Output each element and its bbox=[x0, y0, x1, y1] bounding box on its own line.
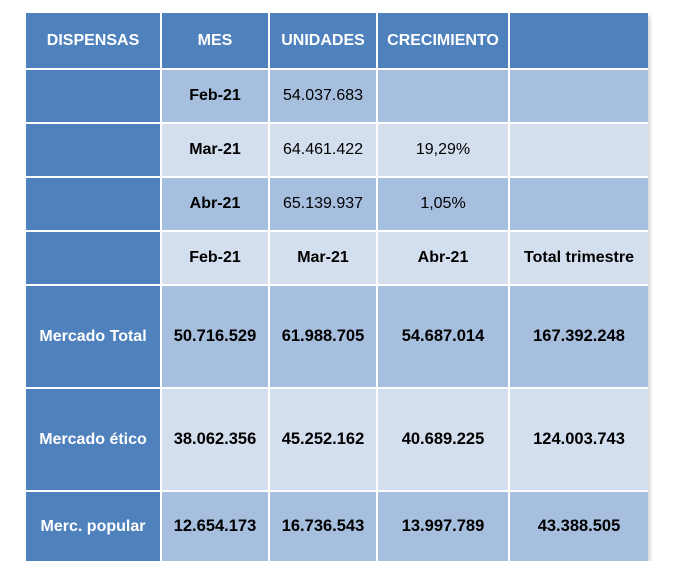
cell-value: 54.687.014 bbox=[378, 286, 508, 387]
cell-value: 61.988.705 bbox=[270, 286, 376, 387]
cell-unidades: 65.139.937 bbox=[270, 178, 376, 230]
cell-unidades: 54.037.683 bbox=[270, 70, 376, 122]
cell-crecimiento: 1,05% bbox=[378, 178, 508, 230]
row-label-empty bbox=[26, 70, 160, 122]
cell-mes: Abr-21 bbox=[162, 178, 268, 230]
cell-empty bbox=[510, 70, 648, 122]
header-crecimiento: CRECIMIENTO bbox=[378, 13, 508, 68]
cell-empty bbox=[510, 178, 648, 230]
header-empty bbox=[510, 13, 648, 68]
row-label-mercado-etico: Mercado ético bbox=[26, 389, 160, 490]
cell-value: 50.716.529 bbox=[162, 286, 268, 387]
row-label-empty bbox=[26, 232, 160, 284]
row-label-merc-popular: Merc. popular bbox=[26, 492, 160, 561]
summary-header-mar: Mar-21 bbox=[270, 232, 376, 284]
cell-crecimiento: 19,29% bbox=[378, 124, 508, 176]
summary-header-abr: Abr-21 bbox=[378, 232, 508, 284]
cell-total: 124.003.743 bbox=[510, 389, 648, 490]
cell-mes: Mar-21 bbox=[162, 124, 268, 176]
cell-value: 13.997.789 bbox=[378, 492, 508, 561]
cell-empty bbox=[510, 124, 648, 176]
cell-value: 40.689.225 bbox=[378, 389, 508, 490]
cell-crecimiento bbox=[378, 70, 508, 122]
header-mes: MES bbox=[162, 13, 268, 68]
dispensas-table: DISPENSAS MES UNIDADES CRECIMIENTO Feb-2… bbox=[26, 13, 648, 561]
cell-total: 43.388.505 bbox=[510, 492, 648, 561]
row-label-empty bbox=[26, 124, 160, 176]
cell-value: 38.062.356 bbox=[162, 389, 268, 490]
cell-value: 16.736.543 bbox=[270, 492, 376, 561]
row-label-mercado-total: Mercado Total bbox=[26, 286, 160, 387]
cell-mes: Feb-21 bbox=[162, 70, 268, 122]
summary-header-total: Total trimestre bbox=[510, 232, 648, 284]
summary-header-feb: Feb-21 bbox=[162, 232, 268, 284]
header-dispensas: DISPENSAS bbox=[26, 13, 160, 68]
header-unidades: UNIDADES bbox=[270, 13, 376, 68]
cell-unidades: 64.461.422 bbox=[270, 124, 376, 176]
row-label-empty bbox=[26, 178, 160, 230]
cell-total: 167.392.248 bbox=[510, 286, 648, 387]
cell-value: 45.252.162 bbox=[270, 389, 376, 490]
cell-value: 12.654.173 bbox=[162, 492, 268, 561]
